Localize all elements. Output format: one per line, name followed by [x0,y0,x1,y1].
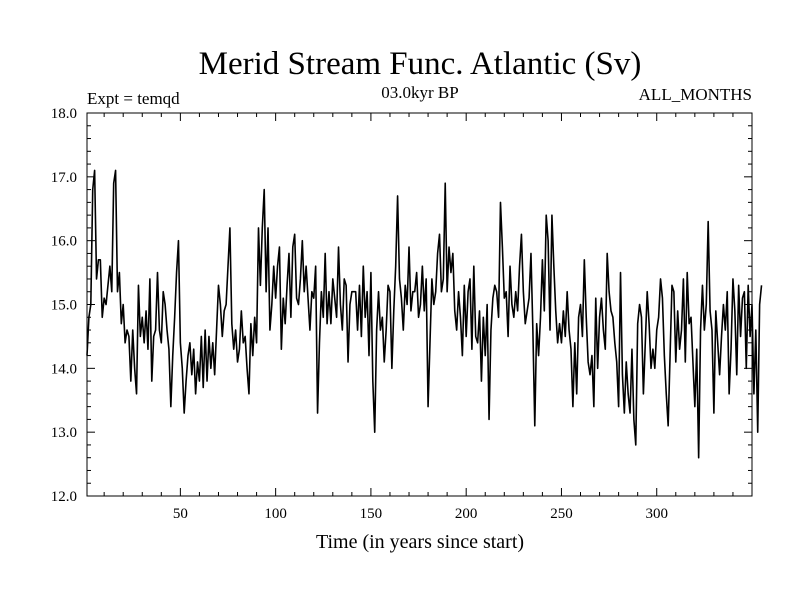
x-tick-label: 250 [550,506,573,522]
chart-title: Merid Stream Func. Atlantic (Sv) [199,46,642,82]
series-line [86,169,763,459]
x-tick-label: 150 [360,506,383,522]
y-tick-label: 16.0 [51,234,77,250]
y-tick-label: 14.0 [51,361,77,377]
experiment-label: Expt = temqd [87,89,180,108]
x-tick-label: 300 [645,506,668,522]
y-tick-label: 12.0 [51,489,77,505]
x-tick-label: 100 [264,506,287,522]
months-label: ALL_MONTHS [639,85,752,104]
x-axis-label: Time (in years since start) [316,531,524,553]
y-tick-label: 15.0 [51,298,77,314]
x-tick-label: 200 [455,506,478,522]
series-layer [86,169,763,459]
x-tick-label: 50 [173,506,188,522]
y-tick-label: 13.0 [51,425,77,441]
x-axis: 50 100 150 200 250 300 [103,113,734,522]
period-label: 03.0kyr BP [381,83,458,102]
y-tick-label: 17.0 [51,170,77,186]
plot-frame [86,112,753,497]
y-tick-label: 18.0 [51,106,77,122]
